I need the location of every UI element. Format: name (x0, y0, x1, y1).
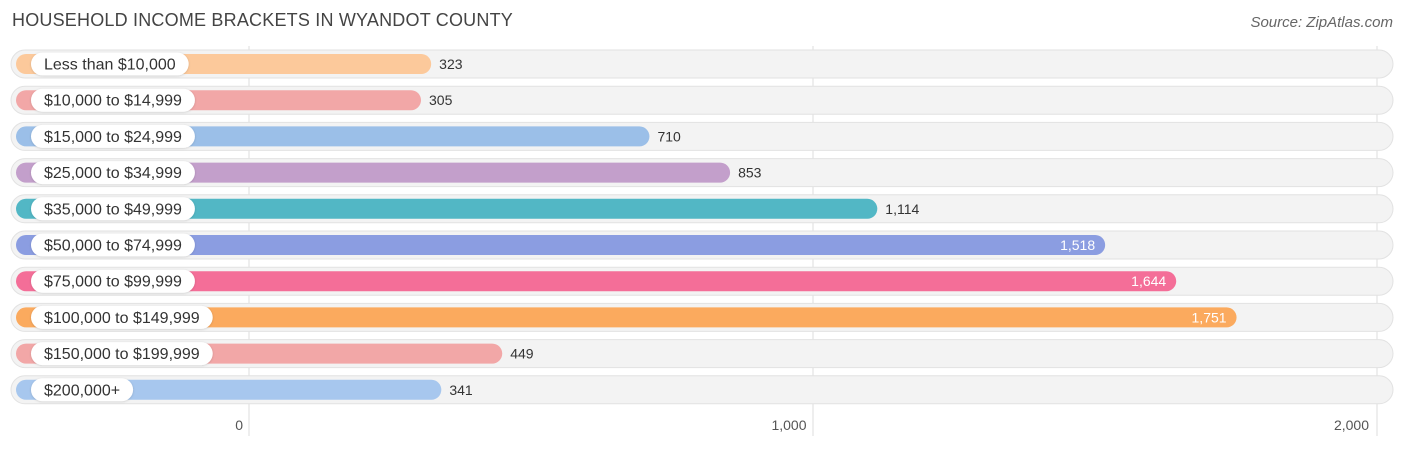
value-label: 1,518 (1060, 237, 1095, 253)
category-label-pill (31, 124, 195, 148)
x-axis: 0 1,000 2,000 (235, 417, 1369, 433)
bar-row: $50,000 to $74,999 1,518 (10, 230, 1394, 260)
category-label-pill (31, 342, 213, 366)
category-label: $15,000 to $24,999 (44, 129, 182, 146)
category-label-pill (31, 269, 195, 293)
chart-title: HOUSEHOLD INCOME BRACKETS IN WYANDOT COU… (12, 10, 513, 30)
category-label: $50,000 to $74,999 (44, 238, 182, 255)
value-label: 341 (449, 382, 473, 398)
x-tick-label: 0 (235, 417, 243, 433)
value-label: 305 (429, 92, 453, 108)
value-label: 323 (439, 56, 463, 72)
bar-row: $200,000+ 341 (10, 375, 1394, 405)
category-label: $25,000 to $34,999 (44, 165, 182, 182)
category-label: $150,000 to $199,999 (44, 346, 200, 363)
bar (16, 198, 878, 219)
bar (16, 235, 1106, 255)
category-label: Less than $10,000 (44, 57, 176, 74)
value-label: 710 (657, 128, 681, 144)
x-tick-label: 2,000 (1334, 417, 1369, 433)
category-label: $100,000 to $149,999 (44, 310, 200, 327)
bar (16, 162, 731, 183)
value-label: 449 (510, 346, 534, 362)
source-attribution: Source: ZipAtlas.com (1250, 14, 1393, 31)
category-label-pill (31, 305, 213, 329)
x-tick-label: 1,000 (771, 417, 806, 433)
bar-row: $75,000 to $99,999 1,644 (10, 266, 1394, 296)
bar-row: $25,000 to $34,999 853 (10, 158, 1394, 188)
bar (16, 307, 1237, 328)
value-label: 1,644 (1131, 273, 1166, 289)
bar-row: $15,000 to $24,999 710 (10, 121, 1394, 151)
value-label: 1,751 (1192, 309, 1227, 325)
category-label-pill (31, 378, 134, 402)
category-label-pill (31, 233, 195, 257)
value-label: 853 (738, 165, 762, 181)
bar-row: $10,000 to $14,999 305 (10, 85, 1394, 115)
bar-row: $150,000 to $199,999 449 (10, 339, 1394, 369)
value-label: 1,114 (885, 201, 919, 217)
category-label: $200,000+ (44, 382, 120, 399)
category-label: $10,000 to $14,999 (44, 93, 182, 110)
category-label-pill (31, 88, 195, 112)
bar-row: $100,000 to $149,999 1,751 (10, 302, 1394, 332)
bar (16, 271, 1177, 292)
bar-row: Less than $10,000 323 (10, 49, 1394, 79)
category-label-pill (31, 161, 195, 185)
category-label: $35,000 to $49,999 (44, 201, 182, 218)
category-label: $75,000 to $99,999 (44, 274, 182, 291)
category-label-pill (31, 52, 189, 76)
category-label-pill (31, 197, 195, 221)
bar-row: $35,000 to $49,999 1,114 (10, 194, 1394, 224)
